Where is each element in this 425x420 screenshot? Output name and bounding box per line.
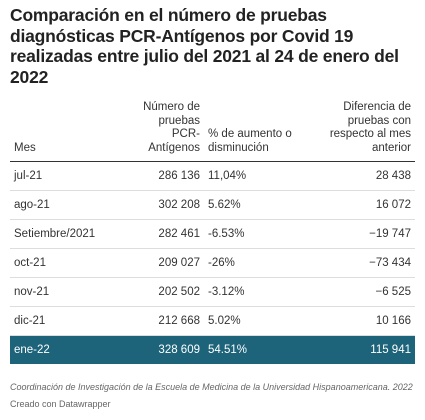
- table-cell: 11,04%: [204, 161, 314, 191]
- table-cell: 10 166: [314, 306, 415, 336]
- table-cell: 54.51%: [204, 335, 314, 364]
- table-cell: 302 208: [120, 190, 204, 220]
- table-row: Setiembre/2021 282 461 -6.53% −19 747: [10, 219, 415, 249]
- title: Comparación en el número de pruebas diag…: [10, 5, 399, 87]
- source-note: Coordinación de Investigación de la Escu…: [10, 382, 413, 392]
- table-cell: 209 027: [120, 248, 204, 278]
- table-cell: dic-21: [10, 306, 120, 336]
- table-cell: nov-21: [10, 277, 120, 307]
- table-cell: 212 668: [120, 306, 204, 336]
- table-cell: 5.62%: [204, 190, 314, 220]
- table-cell: -3.12%: [204, 277, 314, 307]
- credit: Creado con Datawrapper: [10, 398, 111, 409]
- column-header: Diferencia de pruebas con respecto al me…: [314, 101, 415, 162]
- table-cell: jul-21: [10, 161, 120, 191]
- table-row: jul-21 286 136 11,04% 28 438: [10, 161, 415, 191]
- column-header: Mes: [10, 101, 120, 162]
- column-header-text: Número de pruebas PCR-Antígenos: [143, 101, 200, 154]
- table-body: jul-21 286 136 11,04% 28 438 ago-21 302 208 5.…: [10, 161, 415, 364]
- table-cell: 202 502: [120, 277, 204, 307]
- table-cell: 28 438: [314, 161, 415, 191]
- column-header-text: Diferencia de pruebas con respecto al me…: [329, 101, 411, 154]
- table-cell: ene-22: [10, 335, 120, 364]
- table-row: ene-22 328 609 54.51% 115 941: [10, 335, 415, 364]
- table-row: dic-21 212 668 5.02% 10 166: [10, 306, 415, 336]
- table-cell: 286 136: [120, 161, 204, 191]
- table-cell: −6 525: [314, 277, 415, 307]
- table-cell: −73 434: [314, 248, 415, 278]
- table-cell: 5.02%: [204, 306, 314, 336]
- table-cell: 282 461: [120, 219, 204, 249]
- table-cell: ago-21: [10, 190, 120, 220]
- table-cell: 115 941: [314, 335, 415, 364]
- table-cell: Setiembre/2021: [10, 219, 120, 249]
- table-row: oct-21 209 027 -26% −73 434: [10, 248, 415, 278]
- table-row: ago-21 302 208 5.62% 16 072: [10, 190, 415, 220]
- header-row: Mes Número de pruebas PCR-Antígenos % de…: [10, 101, 415, 162]
- table-cell: -6.53%: [204, 219, 314, 249]
- table-cell: −19 747: [314, 219, 415, 249]
- container: Comparación en el número de pruebas diag…: [10, 5, 415, 409]
- table-cell: -26%: [204, 248, 314, 278]
- data-table: Mes Número de pruebas PCR-Antígenos % de…: [10, 101, 415, 364]
- table-row: nov-21 202 502 -3.12% −6 525: [10, 277, 415, 307]
- table-cell: 328 609: [120, 335, 204, 364]
- table-cell: 16 072: [314, 190, 415, 220]
- column-header: Número de pruebas PCR-Antígenos: [120, 101, 204, 162]
- column-header: % de aumento o disminución: [204, 101, 314, 162]
- table-cell: oct-21: [10, 248, 120, 278]
